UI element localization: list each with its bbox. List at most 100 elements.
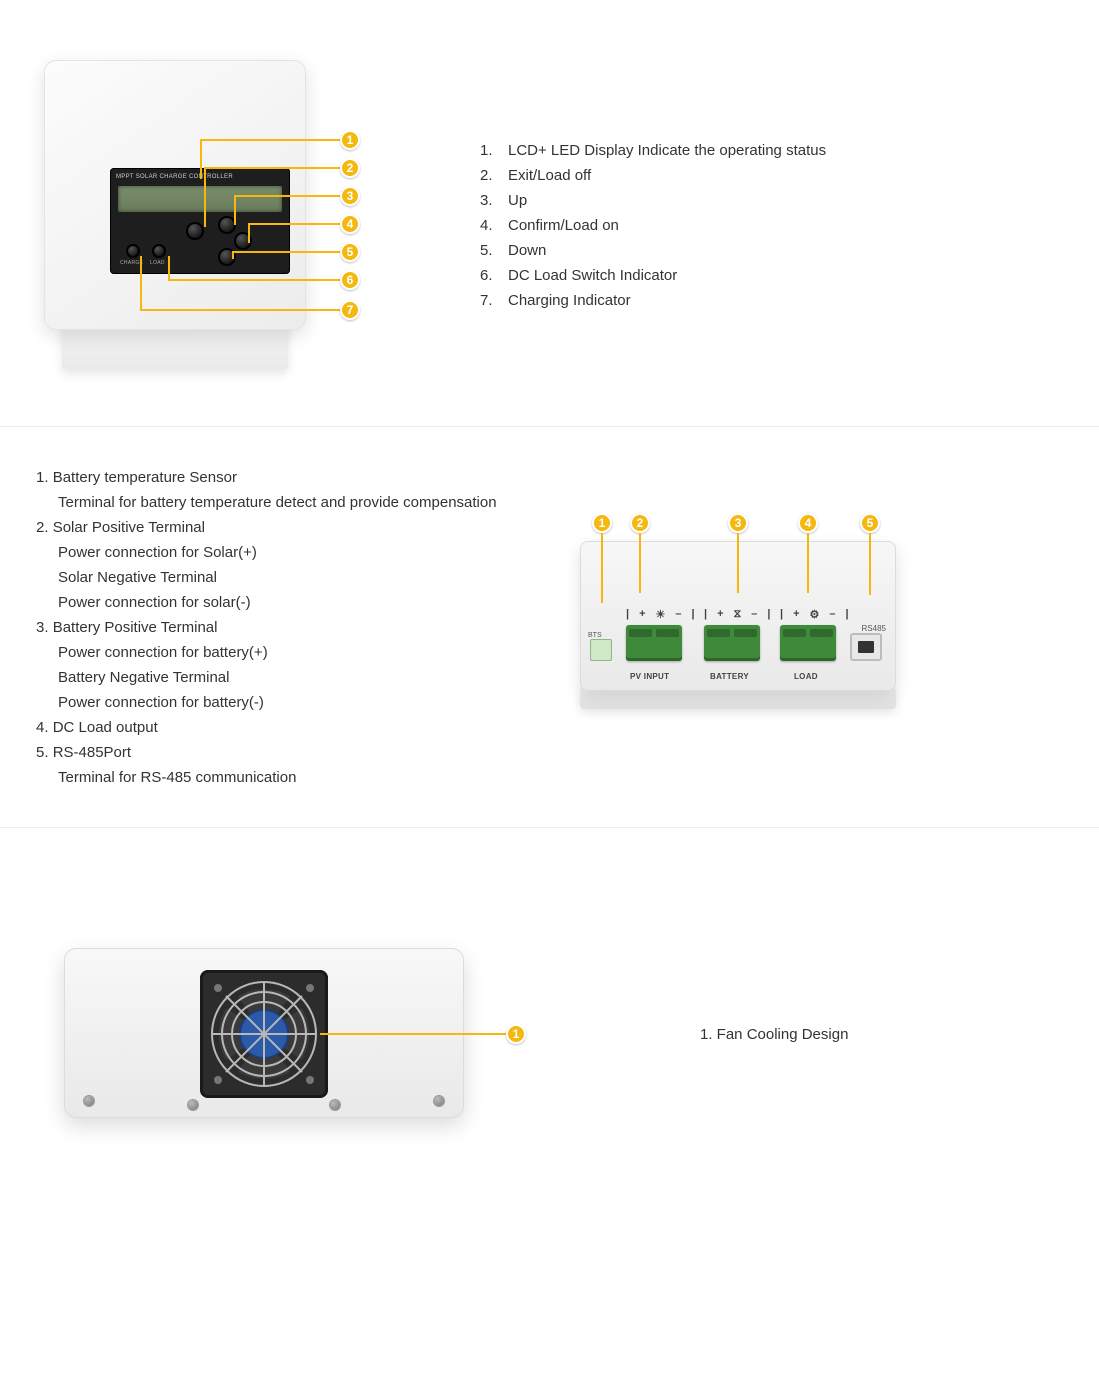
lead-t5 <box>869 533 871 595</box>
marker-6: 6 <box>340 270 360 290</box>
lead-7 <box>140 309 340 311</box>
list-num: 7. <box>480 288 508 313</box>
list-item: 5. RS-485Port <box>36 740 497 765</box>
battery-icon: ⧖ <box>734 608 742 621</box>
lead-5 <box>232 251 340 253</box>
marker-t5: 5 <box>860 513 880 533</box>
bts-label: BTS <box>588 632 602 639</box>
lead-1 <box>200 139 340 141</box>
list-sub: Solar Negative Terminal <box>58 565 497 590</box>
lead-fan <box>320 1033 506 1035</box>
lead-6v <box>168 256 170 279</box>
load-polarity: |+ ⚙ –| <box>780 608 849 621</box>
marker-5: 5 <box>340 242 360 262</box>
load-icon: ⚙ <box>810 608 820 621</box>
lead-3v <box>234 195 236 225</box>
list-text: Up <box>508 188 527 213</box>
list-item: 3. Battery Positive Terminal <box>36 615 497 640</box>
list-item: 4. DC Load output <box>36 715 497 740</box>
marker-t1: 1 <box>592 513 612 533</box>
lead-1v <box>200 139 202 179</box>
led-load <box>154 246 164 256</box>
pv-label: PV INPUT <box>630 672 669 681</box>
list-item: 3. Up <box>480 188 826 213</box>
list-item: 6. DC Load Switch Indicator <box>480 263 826 288</box>
section-terminals: 1. Battery temperature Sensor Terminal f… <box>0 427 1099 827</box>
section-divider <box>0 827 1099 828</box>
device-top-illustration <box>64 948 464 1128</box>
btn-up <box>220 218 234 232</box>
list-text: Confirm/Load on <box>508 213 619 238</box>
list-text: Charging Indicator <box>508 288 631 313</box>
load-terminal <box>780 625 836 661</box>
rs485-label: RS485 <box>862 624 886 633</box>
lead-6 <box>168 279 340 281</box>
section-front-panel: MPPT SOLAR CHARGE CONTROLLER CHARGE LOAD… <box>0 0 1099 426</box>
section-fan: 1 1. Fan Cooling Design <box>0 908 1099 1268</box>
rs485-port <box>850 633 882 661</box>
marker-t3: 3 <box>728 513 748 533</box>
panel-header: MPPT SOLAR CHARGE CONTROLLER <box>116 174 233 180</box>
device-front-illustration: MPPT SOLAR CHARGE CONTROLLER CHARGE LOAD <box>44 60 306 370</box>
lead-2v <box>204 167 206 227</box>
lead-4v <box>248 223 250 243</box>
list-sub: Battery Negative Terminal <box>58 665 497 690</box>
marker-t2: 2 <box>630 513 650 533</box>
list-num: 2. <box>480 163 508 188</box>
pv-icon: ☀ <box>656 608 666 621</box>
list-text: LCD+ LED Display Indicate the operating … <box>508 138 826 163</box>
fan-icon <box>200 970 328 1098</box>
list-num: 6. <box>480 263 508 288</box>
lead-t3 <box>737 533 739 593</box>
led-charge <box>128 246 138 256</box>
list-item: 2. Solar Positive Terminal <box>36 515 497 540</box>
bts-terminal <box>590 639 612 661</box>
list-sub: Power connection for solar(-) <box>58 590 497 615</box>
marker-4: 4 <box>340 214 360 234</box>
marker-1: 1 <box>340 130 360 150</box>
btn-exit <box>188 224 202 238</box>
screw-icon <box>188 1100 198 1110</box>
marker-7: 7 <box>340 300 360 320</box>
list-item: 1. LCD+ LED Display Indicate the operati… <box>480 138 826 163</box>
led-load-label: LOAD <box>150 260 165 266</box>
list-sub: Power connection for battery(+) <box>58 640 497 665</box>
battery-terminal <box>704 625 760 661</box>
list-sub: Terminal for battery temperature detect … <box>58 490 497 515</box>
list-sub: Power connection for battery(-) <box>58 690 497 715</box>
list-sub: Power connection for Solar(+) <box>58 540 497 565</box>
list-text: Down <box>508 238 546 263</box>
lead-3 <box>234 195 340 197</box>
list-num: 3. <box>480 188 508 213</box>
lead-4 <box>248 223 340 225</box>
load-label: LOAD <box>794 672 818 681</box>
pv-terminal <box>626 625 682 661</box>
marker-3: 3 <box>340 186 360 206</box>
list-sub: Terminal for RS-485 communication <box>58 765 497 790</box>
list-num: 4. <box>480 213 508 238</box>
list-item: 7. Charging Indicator <box>480 288 826 313</box>
marker-fan: 1 <box>506 1024 526 1044</box>
pv-polarity: |+ ☀ –| <box>626 608 695 621</box>
list-item: 5. Down <box>480 238 826 263</box>
lead-t1 <box>601 533 603 603</box>
fan-caption: 1. Fan Cooling Design <box>700 1026 848 1043</box>
lead-t4 <box>807 533 809 593</box>
battery-label: BATTERY <box>710 672 749 681</box>
lead-2 <box>204 167 340 169</box>
terminal-text-list: 1. Battery temperature Sensor Terminal f… <box>36 465 497 790</box>
list-num: 1. <box>480 138 508 163</box>
lead-5v <box>232 251 234 259</box>
lead-t2 <box>639 533 641 593</box>
screw-icon <box>84 1096 94 1106</box>
marker-t4: 4 <box>798 513 818 533</box>
list-text: Exit/Load off <box>508 163 591 188</box>
marker-2: 2 <box>340 158 360 178</box>
front-callout-list: 1. LCD+ LED Display Indicate the operati… <box>480 138 826 313</box>
screw-icon <box>330 1100 340 1110</box>
lead-7v <box>140 256 142 309</box>
list-num: 5. <box>480 238 508 263</box>
screw-icon <box>434 1096 444 1106</box>
list-item: 2. Exit/Load off <box>480 163 826 188</box>
lcd-display <box>118 186 282 212</box>
